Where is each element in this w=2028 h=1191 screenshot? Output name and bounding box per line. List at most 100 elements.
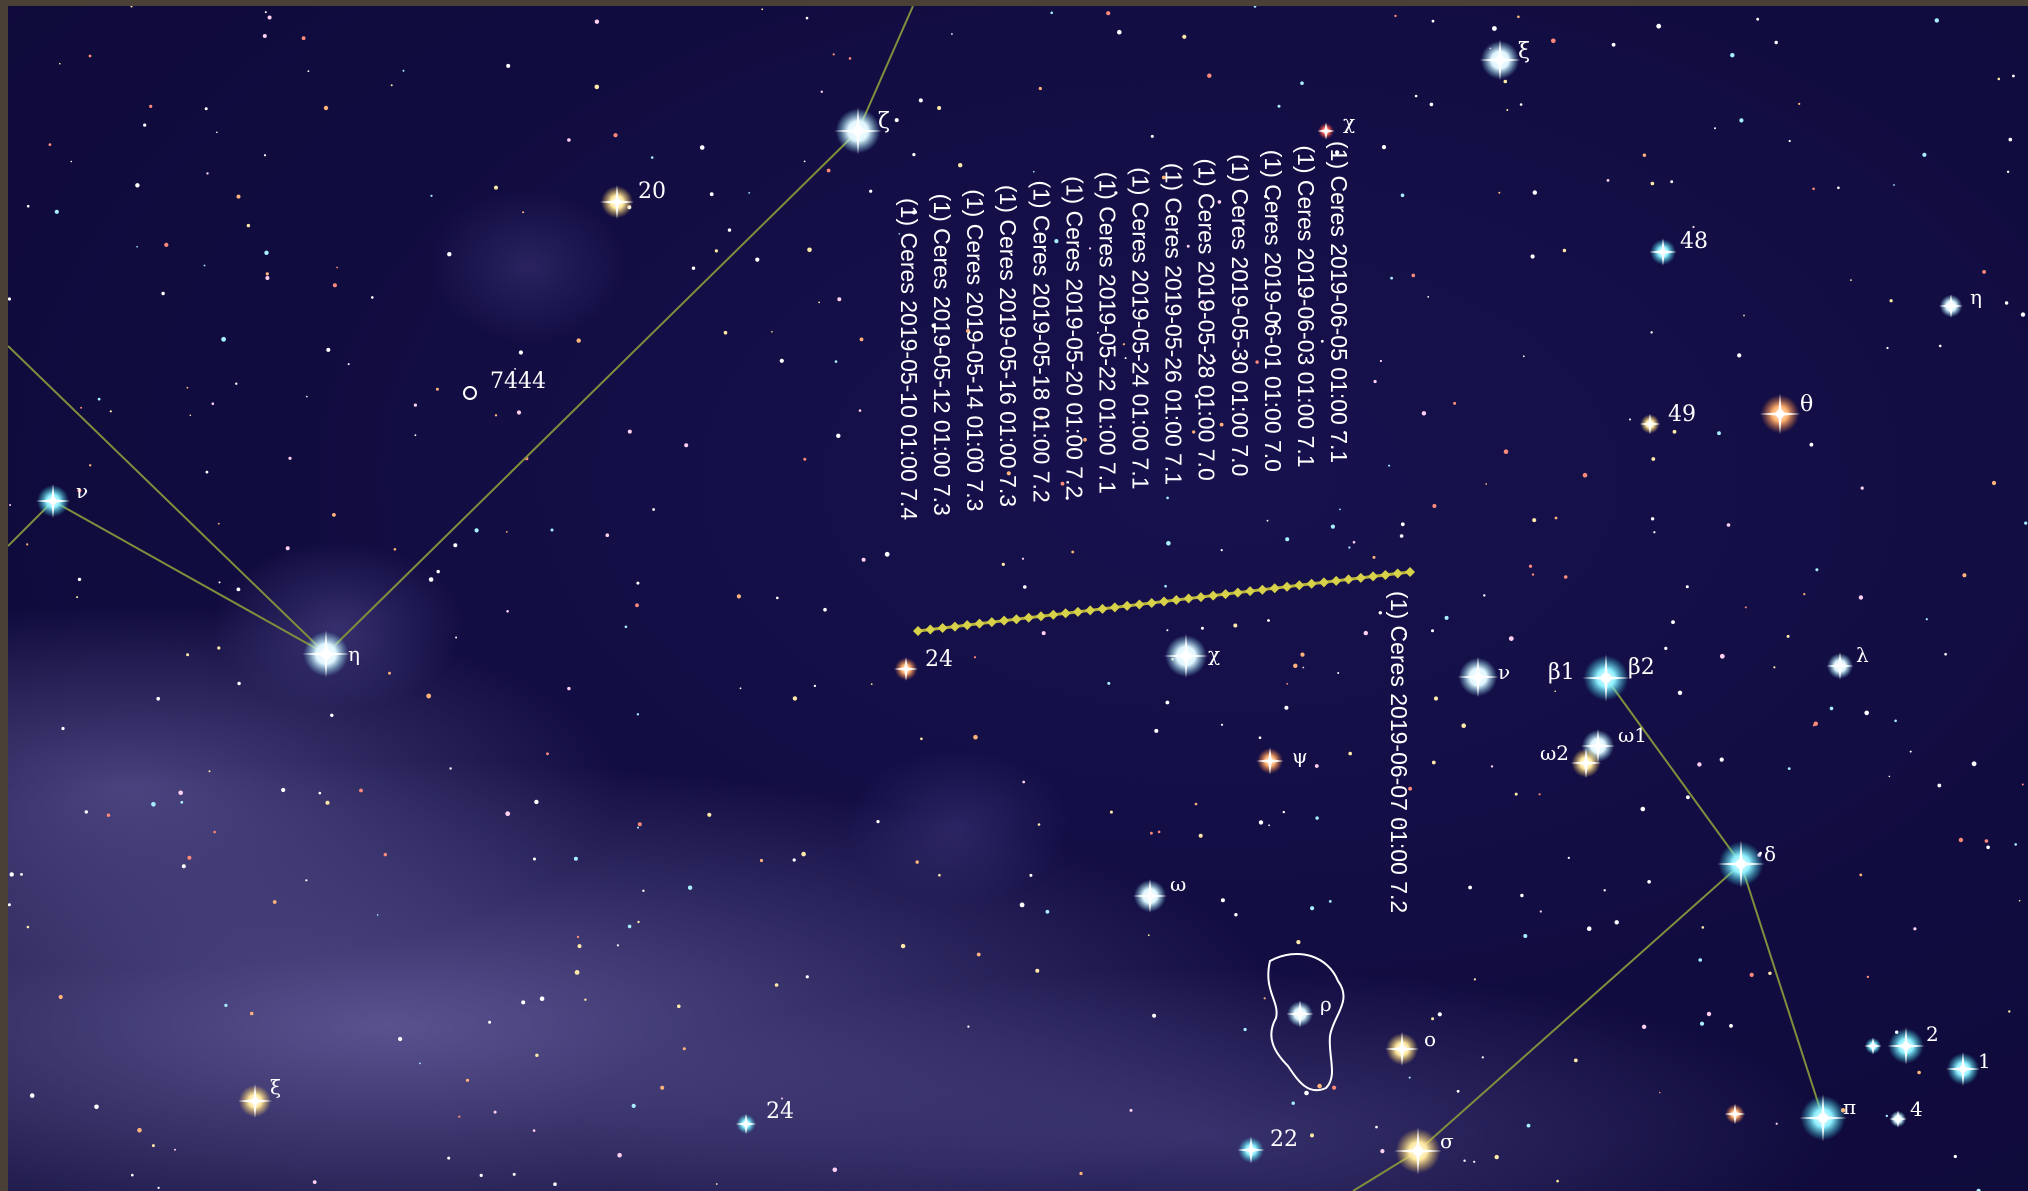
background-star (1129, 1108, 1133, 1112)
background-star (801, 851, 806, 857)
background-star (1302, 666, 1305, 669)
background-star (682, 1047, 686, 1051)
background-star (1909, 750, 1912, 753)
background-star (2020, 312, 2026, 317)
ceres-track-point[interactable] (1146, 597, 1157, 608)
background-star (1953, 1154, 1957, 1159)
ceres-track-point[interactable] (1171, 595, 1182, 606)
ceres-track-point[interactable] (1220, 589, 1231, 600)
background-star (981, 458, 985, 462)
background-star (1773, 666, 1776, 669)
background-star (514, 368, 516, 370)
constellation-line (1740, 863, 1824, 1119)
ceres-track-point[interactable] (1355, 572, 1366, 583)
ceres-track-point[interactable] (1036, 611, 1046, 622)
background-star (426, 693, 432, 699)
background-star (1408, 786, 1412, 791)
background-star (715, 1183, 718, 1185)
ceres-track-point[interactable] (925, 624, 936, 635)
ceres-track-point[interactable] (1294, 580, 1305, 591)
ceres-track-point[interactable] (1159, 596, 1169, 607)
background-star (627, 924, 632, 929)
ceres-track-point[interactable] (1195, 592, 1206, 603)
ceres-track-point[interactable] (1245, 586, 1256, 597)
ceres-track-point[interactable] (1048, 609, 1059, 620)
ceres-track-point[interactable] (1109, 602, 1120, 613)
background-star (1692, 225, 1695, 229)
ceres-track[interactable] (913, 567, 1415, 636)
ceres-track-point[interactable] (1122, 600, 1133, 611)
background-star (1885, 1114, 1889, 1118)
background-star (1714, 127, 1716, 130)
star-label-xi-top: ξ (1518, 39, 1530, 64)
background-star (26, 925, 30, 929)
background-star (1699, 1021, 1705, 1026)
ceres-track-point[interactable] (1343, 574, 1354, 585)
background-star (576, 935, 580, 939)
ceres-track-point[interactable] (1318, 577, 1329, 588)
ceres-track-point[interactable] (986, 617, 997, 628)
background-star (505, 811, 511, 817)
ceres-track-point[interactable] (1269, 583, 1280, 594)
ceres-track-point[interactable] (913, 626, 923, 636)
background-star (1114, 191, 1118, 195)
bright-star (1133, 879, 1167, 913)
ceres-track-point[interactable] (1097, 603, 1108, 614)
background-star (388, 671, 391, 675)
ceres-track-point[interactable] (1011, 614, 1022, 625)
ceres-track-point[interactable] (1380, 569, 1391, 580)
ceres-track-point[interactable] (1392, 568, 1403, 579)
ceres-track-point[interactable] (1085, 605, 1096, 616)
background-star (1375, 1125, 1378, 1129)
constellation-line (8, 345, 327, 655)
background-star (186, 653, 190, 657)
background-star (1079, 1171, 1083, 1176)
ceres-track-point[interactable] (1208, 590, 1219, 601)
ceres-track-point[interactable] (1331, 575, 1342, 586)
background-star (900, 943, 906, 949)
bright-star (1864, 1037, 1882, 1055)
background-star (164, 242, 169, 247)
ceres-track-point[interactable] (962, 620, 973, 631)
ceres-track-point[interactable] (1134, 599, 1145, 610)
background-star (306, 395, 308, 398)
background-star (637, 826, 639, 829)
sky-map[interactable]: ζ ξ χ 20 7444 48 η 49 θ ν η 24 χ ν β1 β2 λ ψ ω1 ω2 δ ω ρ ο ξ 24 22… (8, 6, 2028, 1191)
ceres-track-point[interactable] (974, 618, 985, 629)
background-star (1437, 1012, 1442, 1017)
background-star (236, 194, 241, 199)
background-star (376, 914, 379, 916)
ceres-track-point[interactable] (1023, 612, 1034, 623)
background-star (1651, 457, 1656, 461)
background-star (1348, 546, 1351, 549)
ceres-track-point[interactable] (949, 621, 960, 632)
ceres-track-point[interactable] (1282, 581, 1292, 592)
ceres-track-point[interactable] (1306, 578, 1317, 589)
background-star (1532, 190, 1538, 195)
ceres-track-point[interactable] (1368, 571, 1379, 582)
background-star (613, 133, 618, 138)
ceres-track-point[interactable] (1232, 587, 1243, 598)
ceres-track-point[interactable] (1060, 608, 1071, 619)
ceres-track-point[interactable] (1183, 593, 1194, 604)
ceres-track-point[interactable] (999, 615, 1010, 626)
background-star (709, 192, 714, 197)
star-label-s24-low: 24 (766, 1099, 794, 1124)
background-star (820, 90, 823, 94)
background-star (1503, 449, 1509, 455)
background-star (1330, 524, 1335, 529)
background-star (1285, 537, 1290, 542)
background-star (77, 488, 82, 493)
background-star (1253, 6, 1257, 8)
background-star (1774, 40, 1778, 45)
ceres-track-point[interactable] (1257, 584, 1268, 595)
background-star (1498, 191, 1501, 194)
bright-star (1889, 1110, 1907, 1128)
ceres-track-point[interactable] (1072, 606, 1083, 617)
ceres-track-point[interactable] (1405, 567, 1415, 577)
background-star (1473, 978, 1476, 981)
background-star (1490, 765, 1494, 768)
ceres-track-point[interactable] (937, 623, 948, 634)
background-star (1019, 902, 1025, 908)
